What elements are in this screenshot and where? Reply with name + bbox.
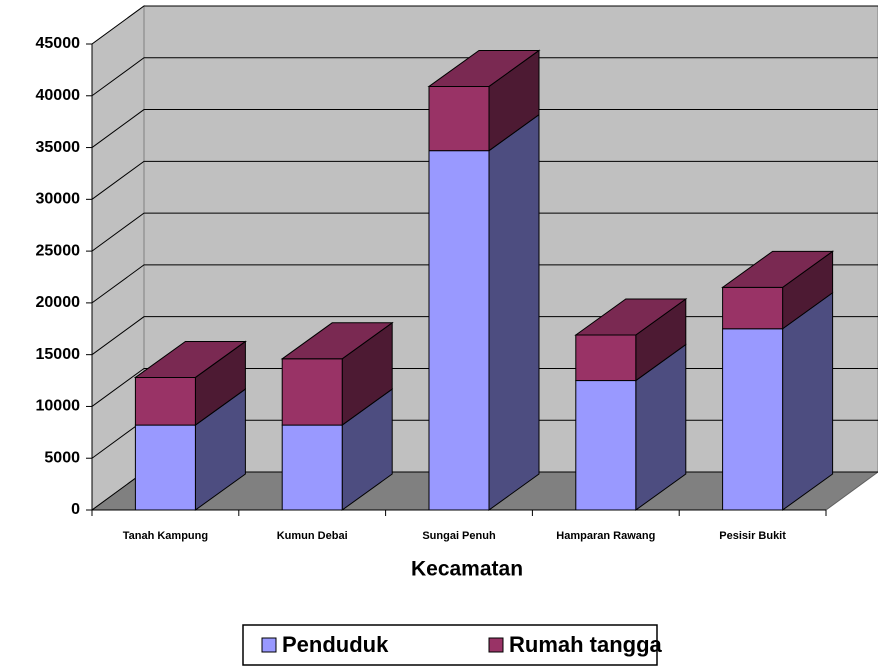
legend-swatch xyxy=(261,637,277,653)
bar-top xyxy=(721,250,835,288)
x-tick-label: Tanah Kampung xyxy=(123,530,208,542)
y-tick-label: 35000 xyxy=(36,139,81,156)
grid-line xyxy=(91,212,878,252)
grid-line xyxy=(91,264,878,304)
y-tick-label: 15000 xyxy=(36,346,81,363)
bar-top xyxy=(133,340,247,378)
bar-top xyxy=(280,322,394,360)
y-tick-label: 10000 xyxy=(36,398,81,415)
y-tick-label: 20000 xyxy=(36,294,81,311)
bar-side xyxy=(488,113,540,511)
x-tick-label: Sungai Penuh xyxy=(422,530,496,542)
y-tick-label: 40000 xyxy=(36,87,81,104)
bar-top xyxy=(427,49,541,87)
x-tick-label: Hamparan Rawang xyxy=(556,530,655,542)
bar xyxy=(575,334,637,382)
y-tick-label: 45000 xyxy=(36,35,81,52)
bar xyxy=(428,85,490,152)
bar xyxy=(281,424,343,511)
legend-label: Rumah tangga xyxy=(509,632,663,657)
bar xyxy=(722,328,784,511)
x-axis-title: Kecamatan xyxy=(411,558,523,581)
legend-label: Penduduk xyxy=(282,632,389,657)
x-tick-label: Kumun Debai xyxy=(277,530,348,542)
bar xyxy=(722,286,784,330)
y-tick-label: 5000 xyxy=(44,449,80,466)
grid-line xyxy=(91,160,878,200)
bar xyxy=(428,150,490,511)
bar xyxy=(134,376,196,426)
y-tick-label: 30000 xyxy=(36,191,81,208)
y-tick-label: 0 xyxy=(71,501,80,518)
bar-top xyxy=(574,298,688,336)
bar-side xyxy=(782,291,834,511)
y-tick-label: 25000 xyxy=(36,242,81,259)
bar xyxy=(281,358,343,426)
x-tick-label: Pesisir Bukit xyxy=(719,530,786,542)
legend-swatch xyxy=(488,637,504,653)
legend xyxy=(242,624,658,666)
grid-line xyxy=(91,109,878,148)
grid-line xyxy=(91,5,878,45)
grid-line xyxy=(91,57,878,97)
bar xyxy=(575,380,637,511)
bar xyxy=(134,424,196,511)
